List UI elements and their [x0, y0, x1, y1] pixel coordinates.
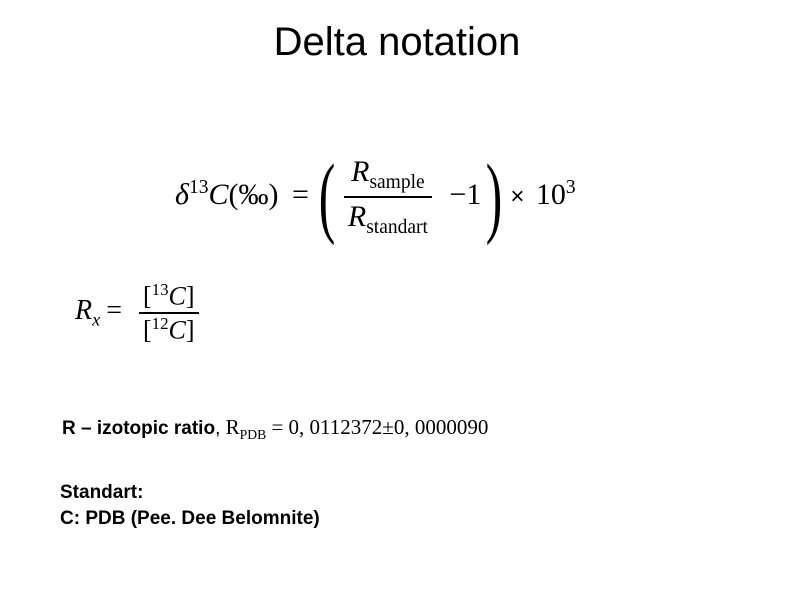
- sup-13-rx: 13: [152, 280, 169, 299]
- page-title: Delta notation: [0, 20, 794, 65]
- rx-fraction: [13C] [12C]: [139, 280, 199, 345]
- sup-12-rx: 12: [152, 314, 169, 333]
- open-bracket-den: [: [143, 315, 152, 344]
- rpdb-eq: =: [266, 415, 288, 439]
- exp-3: 3: [566, 177, 576, 198]
- sup-13: 13: [189, 177, 209, 198]
- delta-symbol: δ: [175, 178, 189, 211]
- rpdb-err: 0, 0000090: [394, 415, 489, 439]
- permil: (‰): [228, 178, 278, 211]
- standart-l2: C: PDB (Pee. Dee Belomnite): [60, 506, 320, 532]
- rpdb-R: R: [226, 415, 240, 439]
- sub-sample: sample: [369, 172, 424, 193]
- ratio-prefix: R – izotopic ratio: [62, 418, 215, 439]
- fraction-denominator: Rstandart: [344, 196, 432, 239]
- close-bracket-num: ]: [186, 282, 195, 311]
- open-bracket-num: [: [143, 282, 152, 311]
- ratio-line: R – izotopic ratio, RPDB = 0, 0112372±0,…: [62, 415, 488, 443]
- minus-one: −1: [443, 178, 481, 211]
- rpdb-pm: ±: [382, 415, 394, 439]
- rx-equals: =: [100, 295, 128, 326]
- delta-equation: δ13C(‰) = ( Rsample Rstandart −1 ) × 103: [175, 155, 576, 239]
- fraction-rsample-rstandart: Rsample Rstandart: [344, 155, 432, 239]
- rx-equation: Rx= [13C] [12C]: [75, 280, 203, 345]
- title-text: Delta notation: [274, 20, 521, 64]
- standart-block: Standart: C: PDB (Pee. Dee Belomnite): [60, 480, 320, 531]
- left-paren: (: [319, 161, 335, 233]
- ten: 10: [536, 178, 566, 211]
- times-symbol: ×: [506, 183, 528, 210]
- close-bracket-den: ]: [186, 315, 195, 344]
- rx-denominator: [12C]: [139, 312, 199, 346]
- rx-numerator: [13C]: [139, 280, 199, 312]
- rx-R: R: [75, 295, 92, 326]
- C-den: C: [169, 315, 186, 344]
- rpdb-sub: PDB: [240, 427, 267, 442]
- ratio-sep: ,: [215, 418, 226, 439]
- C-symbol: C: [208, 178, 228, 211]
- standart-l1: Standart:: [60, 480, 320, 506]
- sub-standart: standart: [366, 217, 428, 238]
- equals-1: =: [286, 178, 315, 211]
- fraction-numerator: Rsample: [344, 155, 432, 196]
- right-paren: ): [486, 161, 502, 233]
- rx-x: x: [92, 310, 100, 330]
- R-den: R: [348, 200, 366, 233]
- rpdb: RPDB = 0, 0112372±0, 0000090: [226, 415, 489, 439]
- R-num: R: [351, 155, 369, 188]
- C-num: C: [169, 282, 186, 311]
- rpdb-val: 0, 0112372: [289, 415, 383, 439]
